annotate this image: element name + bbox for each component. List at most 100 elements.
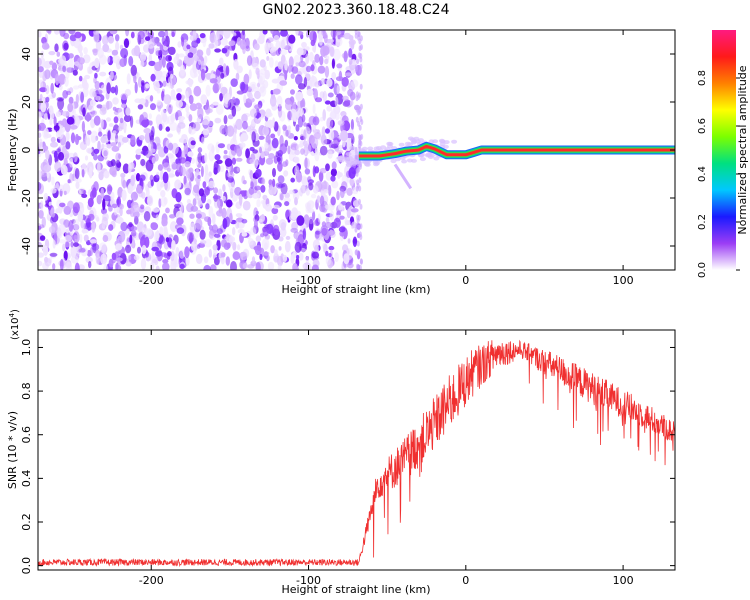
spectrogram-cell xyxy=(290,211,298,221)
spectrogram-cell xyxy=(285,129,289,137)
spectrogram-cell xyxy=(189,213,195,219)
spectrogram-cell xyxy=(50,216,54,224)
spectrogram-cell xyxy=(263,251,270,256)
spectrogram-cell xyxy=(272,88,281,95)
spectrogram-cell xyxy=(229,212,233,223)
signal-tail xyxy=(393,163,413,190)
spectrogram-cell xyxy=(343,32,352,40)
spectrogram-cell xyxy=(108,258,114,268)
y-tick-label: -40 xyxy=(20,237,33,255)
spectrogram-cell xyxy=(333,137,340,147)
spectrogram-cell xyxy=(243,94,247,104)
spectrogram-cell xyxy=(313,132,321,140)
spectrogram-cell xyxy=(209,32,216,44)
spectrogram-cell xyxy=(175,192,182,203)
spectrogram-cell xyxy=(78,248,86,253)
spectrogram-cell xyxy=(322,90,327,103)
spectrogram-cell xyxy=(356,263,359,270)
spectrogram-cell xyxy=(90,190,95,201)
spectrogram-cell xyxy=(302,263,306,269)
spectrogram-cell xyxy=(161,108,167,120)
spectrogram-cell xyxy=(40,200,44,211)
y-tick-label: 20 xyxy=(20,95,33,109)
spectrogram-cell xyxy=(254,244,262,256)
spectrogram-cell xyxy=(296,172,303,183)
spectrogram-cell xyxy=(155,114,163,126)
spectrogram-cell xyxy=(406,158,413,163)
spectrogram-cell xyxy=(344,72,353,77)
spectrogram-cell xyxy=(38,138,43,151)
spectrogram-cell xyxy=(100,118,104,129)
spectrogram-cell xyxy=(140,150,149,155)
spectrogram-cell xyxy=(120,48,129,59)
spectrogram-cell xyxy=(312,116,320,126)
spectrogram-cell xyxy=(128,56,134,67)
spectrogram-cell xyxy=(220,239,228,248)
spectrogram-cell xyxy=(50,136,56,143)
spectrogram-cell xyxy=(110,86,116,94)
spectrogram-cell xyxy=(38,122,46,131)
spectrogram-cell xyxy=(58,239,66,244)
spectrogram-cell xyxy=(179,64,186,77)
spectrogram-cell xyxy=(189,34,198,42)
spectrogram-cell xyxy=(273,35,280,43)
spectrogram-cell xyxy=(211,224,218,233)
spectrogram-cell xyxy=(249,158,255,164)
spectrogram-cell xyxy=(153,80,160,92)
spectrogram-cell xyxy=(129,234,133,244)
x-tick-label: -200 xyxy=(139,574,164,587)
spectrogram-cell xyxy=(200,165,204,178)
spectrogram-cell xyxy=(270,245,275,254)
spectrogram-cell xyxy=(343,253,350,265)
spectrogram-cell xyxy=(81,168,85,178)
spectrogram-cell xyxy=(350,40,355,50)
snr-xlabel: Height of straight line (km) xyxy=(281,583,430,596)
spectrogram-cell xyxy=(221,195,226,202)
spectrogram-cell xyxy=(275,182,284,189)
spectrogram-cell xyxy=(320,77,326,85)
snr-line xyxy=(38,339,675,568)
spectrogram-cell xyxy=(125,244,132,254)
spectrogram-cell xyxy=(121,136,129,143)
spectrogram-cell xyxy=(337,149,344,154)
spectrogram-cell xyxy=(187,172,195,183)
spectrogram-cell xyxy=(68,96,74,105)
spectrogram-cell xyxy=(295,30,299,36)
spectrogram-cell xyxy=(219,57,224,66)
x-tick-label: 0 xyxy=(462,574,469,587)
spectrogram-cell xyxy=(248,92,253,100)
spectrogram-cell xyxy=(94,72,98,79)
spectrogram-cell xyxy=(225,256,230,266)
spectrogram-cell xyxy=(211,145,215,154)
spectrogram-cell xyxy=(232,227,236,236)
spectrogram-cell xyxy=(133,210,140,219)
spectrogram-cell xyxy=(358,134,362,141)
spectrogram-cell xyxy=(197,107,204,120)
spectrogram-cell xyxy=(185,256,190,266)
spectrogram-cell xyxy=(186,198,191,205)
spectrogram-cell xyxy=(140,204,145,210)
spectrogram-cell xyxy=(78,75,83,82)
spectrogram-cell xyxy=(266,56,270,61)
spectrogram-cell xyxy=(232,132,237,143)
spectrogram-cell xyxy=(254,90,261,100)
spectrogram-cell xyxy=(203,256,209,264)
spectrogram-cell xyxy=(219,124,226,135)
spectrogram-cell xyxy=(419,157,426,162)
spectrogram-cell xyxy=(349,100,354,106)
spectrogram-cell xyxy=(254,159,260,166)
spectrogram-cell xyxy=(103,150,108,157)
spectrogram-cell xyxy=(363,160,369,165)
spectrogram-cell xyxy=(123,114,132,123)
spectrogram-cell xyxy=(155,250,163,257)
spectrogram-cell xyxy=(232,241,237,251)
spectrogram-cell xyxy=(275,151,279,158)
spectrogram-cell xyxy=(152,207,160,213)
spectrogram-cell xyxy=(178,53,185,58)
spectrogram-cell xyxy=(279,193,284,201)
spectrogram-cell xyxy=(351,161,358,166)
spectrogram-cell xyxy=(231,157,237,165)
spectrogram-cell xyxy=(82,107,86,117)
spectrogram-cell xyxy=(311,264,319,270)
